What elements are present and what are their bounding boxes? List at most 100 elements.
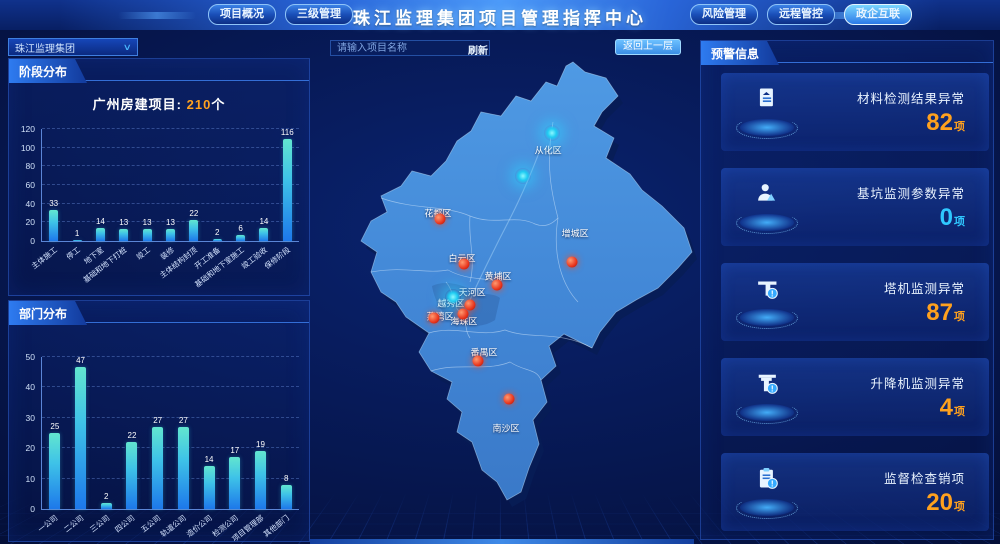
district-label: 增城区 <box>561 228 589 239</box>
x-axis-label: 停工 <box>64 245 82 262</box>
gridline <box>42 447 299 449</box>
bar[interactable] <box>280 484 292 509</box>
subtitle-label: 广州房建项目: <box>92 97 187 112</box>
x-axis-label: 造价公司 <box>184 513 214 539</box>
bar[interactable] <box>229 457 241 509</box>
x-axis-label: 其他部门 <box>261 513 292 539</box>
red-alert-marker[interactable] <box>457 308 469 320</box>
bar[interactable] <box>49 433 61 509</box>
bar-value-label: 14 <box>204 455 214 465</box>
pedestal-ring <box>736 402 798 424</box>
x-axis-labels: 主体施工 停工 地下室 基础和地下打桩 竣工 装修 主体结构封顶 开工准备 基础和地下室施工 竣工… <box>29 243 299 289</box>
nav-button-gov-enterprise-link[interactable]: 政企互联 <box>844 4 912 25</box>
warning-text: 材料检测结果异常 82项 <box>813 73 989 151</box>
x-axis-label: 一公司 <box>36 513 60 535</box>
bar-slot: 22 <box>182 129 205 241</box>
x-axis-label: 装修 <box>158 245 176 262</box>
project-search-input[interactable] <box>330 40 490 56</box>
bar-value-label: 13 <box>119 217 129 227</box>
y-axis-ticks: 0 10 20 30 40 50 <box>25 352 35 514</box>
bar[interactable] <box>152 426 164 509</box>
gridline <box>42 356 299 357</box>
bar[interactable] <box>165 228 175 241</box>
map-overlay: 从化区花都区增城区白云区黄埔区天河区越秀区荔湾区海珠区番禺区南沙区 <box>340 50 700 520</box>
bar-slot: 33 <box>42 129 65 241</box>
bar-value-label: 2 <box>104 491 109 501</box>
bar[interactable] <box>254 451 266 509</box>
bar-value-label: 13 <box>166 217 175 227</box>
warning-card[interactable]: ! 塔机监测异常 87项 <box>721 263 989 341</box>
pedestal-ring <box>736 497 798 519</box>
warning-list: 材料检测结果异常 82项 基坑监测参数异常 0项 ! 塔机监测异常 87项 ! 升降机监测异常 4… <box>701 63 993 531</box>
bar[interactable] <box>126 442 138 509</box>
warning-count-number: 0 <box>939 204 953 231</box>
warning-card[interactable]: ! 监督检查销项 20项 <box>721 453 989 531</box>
red-alert-marker[interactable] <box>428 312 440 324</box>
nav-button-three-level-management[interactable]: 三级管理 <box>285 4 353 25</box>
svg-text:!: ! <box>771 479 774 488</box>
warning-panel-header: 预警信息 <box>701 41 993 63</box>
x-axis-label: 保修阶段 <box>263 245 293 271</box>
pit-monitor-icon <box>735 179 799 235</box>
refresh-button[interactable]: 刷新 <box>462 41 494 58</box>
subtitle-count: 210 <box>186 97 212 112</box>
cyan-glow-marker[interactable] <box>445 289 462 306</box>
red-alert-marker[interactable] <box>503 393 515 405</box>
warning-icon-wrap: ! <box>721 263 813 341</box>
district-label: 花都区 <box>424 207 451 220</box>
warning-card[interactable]: 基坑监测参数异常 0项 <box>721 168 989 246</box>
red-alert-marker[interactable] <box>566 256 578 268</box>
red-alert-marker[interactable] <box>434 213 446 225</box>
bar[interactable] <box>75 367 87 509</box>
red-alert-marker[interactable] <box>464 299 476 311</box>
warning-count-unit: 项 <box>954 216 965 228</box>
dept-panel-title: 部门分布 <box>9 301 87 325</box>
warning-text: 基坑监测参数异常 0项 <box>813 168 989 246</box>
stage-panel-header: 阶段分布 <box>9 59 309 81</box>
bar[interactable] <box>100 502 112 509</box>
warning-count-number: 82 <box>926 109 953 136</box>
map-region: 刷新 返回上一层 从化 <box>312 34 697 540</box>
svg-text:!: ! <box>771 289 774 298</box>
bar[interactable] <box>119 228 129 241</box>
bar[interactable] <box>49 210 59 241</box>
warning-count: 0项 <box>813 206 965 230</box>
bar[interactable] <box>282 139 292 241</box>
bar[interactable] <box>177 426 189 509</box>
bar[interactable] <box>203 466 215 509</box>
bar[interactable] <box>95 227 105 241</box>
cyan-glow-marker[interactable] <box>514 167 531 184</box>
district-label: 从化区 <box>534 145 562 156</box>
red-alert-marker[interactable] <box>491 279 503 291</box>
bar-value-label: 33 <box>49 199 59 209</box>
back-up-level-button[interactable]: 返回上一层 <box>615 39 681 55</box>
bar-value-label: 19 <box>256 440 265 450</box>
gridline <box>42 221 299 223</box>
nav-button-risk-management[interactable]: 风险管理 <box>690 4 758 25</box>
bar[interactable] <box>236 235 246 241</box>
guangzhou-outline[interactable] <box>360 61 693 501</box>
warning-card[interactable]: ! 升降机监测异常 4项 <box>721 358 989 436</box>
district-label: 天河区 <box>458 287 486 298</box>
cyan-glow-marker[interactable] <box>544 125 561 142</box>
stage-distribution-panel: 阶段分布 广州房建项目: 210个 0 20 40 60 80 100 120 33 1 14 13… <box>8 58 310 296</box>
page-title: 珠江监理集团项目管理指挥中心 <box>353 9 647 28</box>
red-alert-marker[interactable] <box>458 258 470 270</box>
group-select-dropdown[interactable]: 珠江监理集团 ∨ <box>8 38 138 56</box>
bar[interactable] <box>212 239 222 241</box>
bar-value-label: 2 <box>214 228 220 238</box>
nav-button-remote-control[interactable]: 远程管控 <box>767 4 835 25</box>
red-alert-marker[interactable] <box>472 355 484 367</box>
bar[interactable] <box>142 228 152 241</box>
bar[interactable] <box>259 227 269 241</box>
bar-value-label: 47 <box>76 356 85 365</box>
warning-card[interactable]: 材料检测结果异常 82项 <box>721 73 989 151</box>
subtitle-unit: 个 <box>211 97 226 112</box>
nav-button-project-overview[interactable]: 项目概况 <box>208 4 276 25</box>
bar-value-label: 27 <box>178 415 188 425</box>
district-label: 海珠区 <box>450 316 478 327</box>
gridline <box>42 146 299 148</box>
bar[interactable] <box>72 240 82 241</box>
bar[interactable] <box>189 220 199 241</box>
